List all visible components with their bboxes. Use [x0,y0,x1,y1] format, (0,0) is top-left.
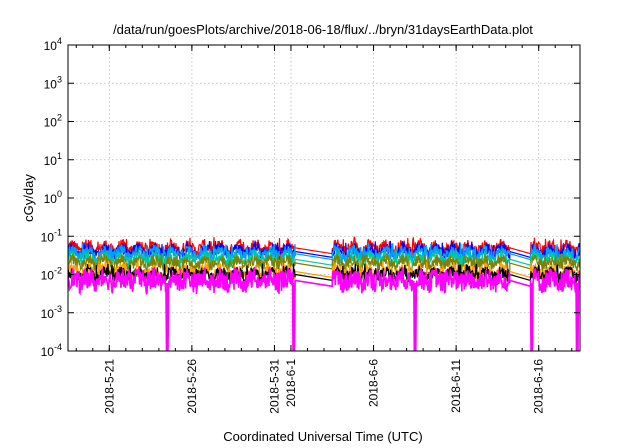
y-tick-label: 103 [44,74,62,91]
x-tick-label: 2018-6-16 [532,359,546,414]
y-tick-label: 10-2 [41,266,62,283]
x-tick-label: 2018-6-11 [449,359,463,413]
y-tick-label: 104 [44,36,62,53]
y-tick-label: 100 [44,189,62,206]
y-tick-label: 102 [44,113,62,130]
plot-area [68,236,580,351]
x-tick-label: 2018-6-6 [367,359,381,407]
x-tick-label: 2018-5-26 [185,359,199,414]
y-axis-label: cGy/day [21,174,36,222]
x-tick-label: 2018-6-1 [284,359,298,407]
y-tick-label: 10-4 [41,342,62,359]
x-tick-label: 2018-5-21 [102,359,116,414]
y-tick-label: 10-1 [41,227,62,244]
chart-title: /data/run/goesPlots/archive/2018-06-18/f… [113,22,533,37]
x-tick-label: 2018-5-31 [267,359,281,414]
grid-lines [68,44,580,352]
y-tick-label: 10-3 [41,304,62,321]
series-line [68,266,580,351]
y-tick-label: 101 [44,151,62,168]
y-axis: 10-4 10-3 10-2 10-1 100 101 102 103 104 [41,36,580,359]
series-group [68,236,580,351]
x-axis: 2018-5-21 2018-5-26 2018-5-31 2018-6-1 2018-… [75,45,573,414]
series-line [68,253,580,274]
x-axis-label: Coordinated Universal Time (UTC) [223,429,422,444]
